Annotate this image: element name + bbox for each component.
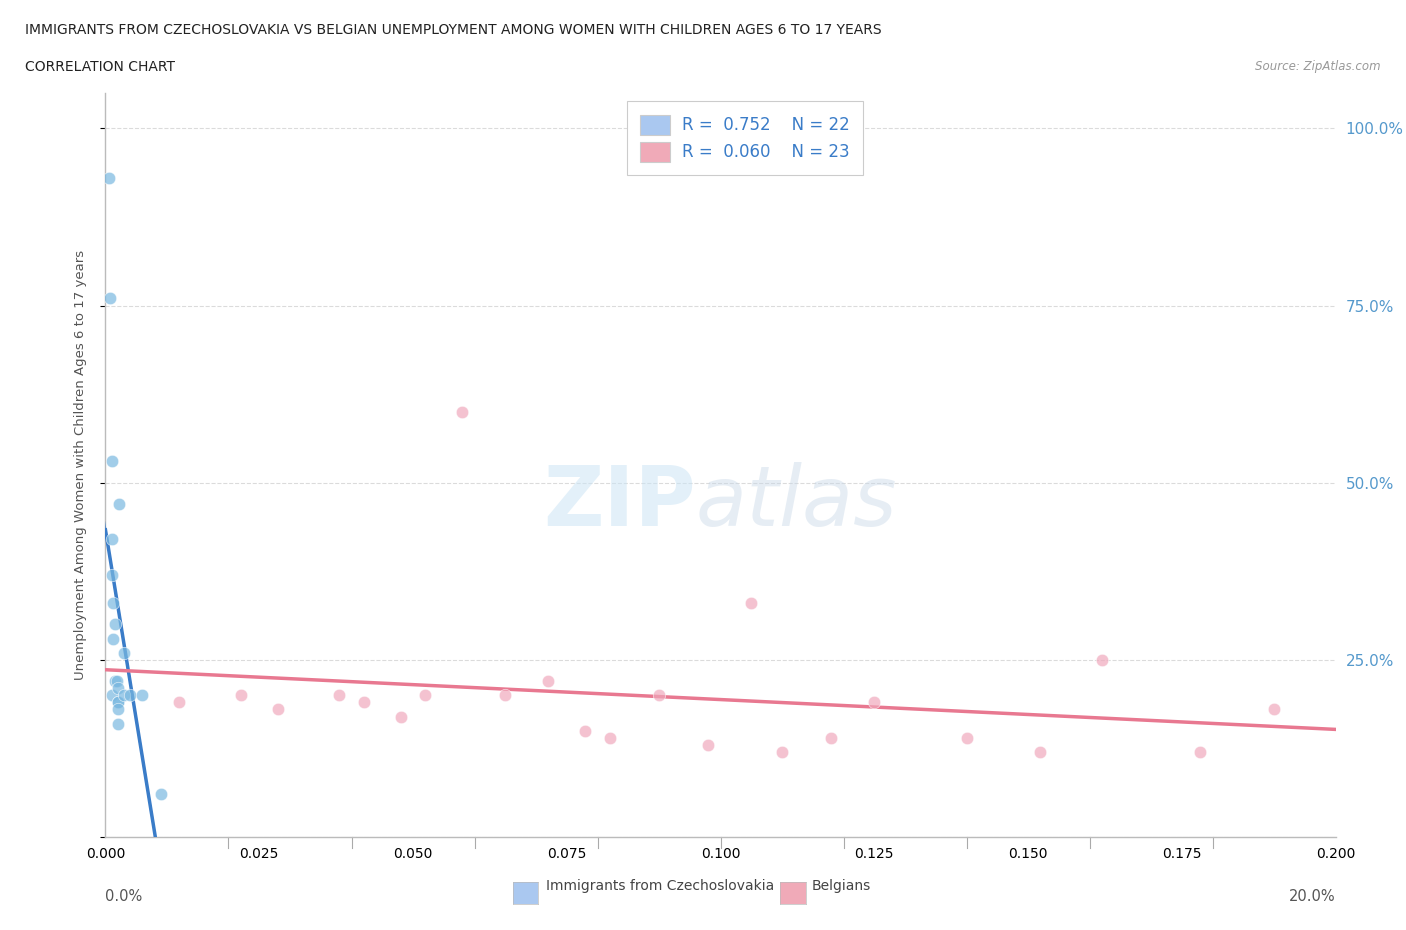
Point (131, 688, 153, 703)
Point (956, 730, 979, 745)
Point (108, 497, 131, 512)
Point (101, 596, 124, 611)
Point (1029, 745, 1052, 760)
Text: Belgians: Belgians (811, 879, 870, 894)
Legend: R =  0.752    N = 22, R =  0.060    N = 23: R = 0.752 N = 22, R = 0.060 N = 23 (627, 101, 863, 176)
Text: Source: ZipAtlas.com: Source: ZipAtlas.com (1256, 60, 1381, 73)
Point (100, 688, 122, 703)
Point (101, 631, 124, 646)
Text: Immigrants from Czechoslovakia: Immigrants from Czechoslovakia (546, 879, 773, 894)
Point (599, 730, 621, 745)
Point (353, 695, 375, 710)
Point (107, 681, 129, 696)
Point (1263, 702, 1285, 717)
Point (697, 737, 720, 752)
Text: CORRELATION CHART: CORRELATION CHART (25, 60, 176, 74)
Point (104, 673, 127, 688)
Point (229, 688, 252, 703)
Point (100, 567, 122, 582)
Point (494, 688, 516, 703)
Point (107, 716, 129, 731)
Point (389, 709, 412, 724)
Text: IMMIGRANTS FROM CZECHOSLOVAKIA VS BELGIAN UNEMPLOYMENT AMONG WOMEN WITH CHILDREN: IMMIGRANTS FROM CZECHOSLOVAKIA VS BELGIA… (25, 23, 882, 37)
Point (112, 688, 135, 703)
Point (107, 695, 129, 710)
Point (120, 688, 141, 703)
Point (863, 695, 886, 710)
Point (169, 695, 191, 710)
Point (107, 695, 129, 710)
Point (112, 645, 135, 660)
Point (328, 688, 350, 703)
Point (537, 673, 560, 688)
Text: 0.0%: 0.0% (105, 889, 142, 904)
Point (415, 688, 437, 703)
Point (107, 702, 129, 717)
Point (149, 787, 172, 802)
Point (104, 617, 127, 631)
Point (100, 454, 122, 469)
Point (97, 170, 120, 185)
Text: 20.0%: 20.0% (1289, 889, 1336, 904)
Point (1189, 745, 1212, 760)
Point (574, 724, 596, 738)
Text: ZIP: ZIP (544, 461, 696, 543)
Point (740, 596, 762, 611)
Y-axis label: Unemployment Among Women with Children Ages 6 to 17 years: Unemployment Among Women with Children A… (75, 250, 87, 680)
Text: atlas: atlas (696, 461, 897, 543)
Point (648, 688, 671, 703)
Point (100, 532, 122, 547)
Point (105, 673, 128, 688)
Point (770, 745, 793, 760)
Point (1091, 653, 1114, 668)
Point (820, 730, 842, 745)
Point (98, 291, 122, 306)
Point (451, 405, 474, 419)
Point (267, 702, 290, 717)
